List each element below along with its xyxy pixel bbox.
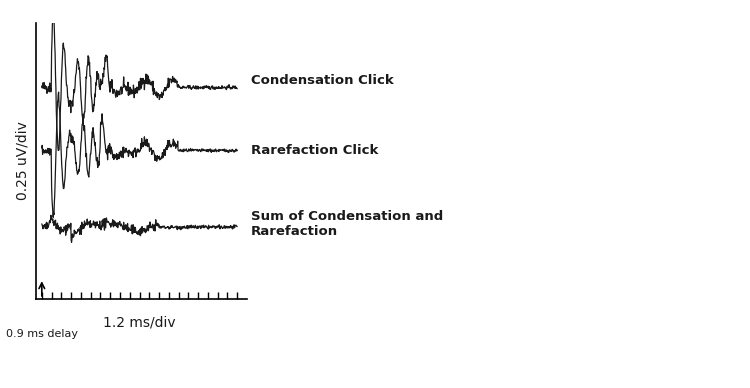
Text: 1.2 ms/div: 1.2 ms/div: [104, 316, 176, 330]
Y-axis label: 0.25 uV/div: 0.25 uV/div: [15, 121, 29, 200]
Text: Rarefaction Click: Rarefaction Click: [251, 144, 378, 157]
Text: 0.9 ms delay: 0.9 ms delay: [6, 329, 78, 340]
Text: Sum of Condensation and
Rarefaction: Sum of Condensation and Rarefaction: [251, 210, 443, 238]
Text: Condensation Click: Condensation Click: [251, 74, 394, 87]
